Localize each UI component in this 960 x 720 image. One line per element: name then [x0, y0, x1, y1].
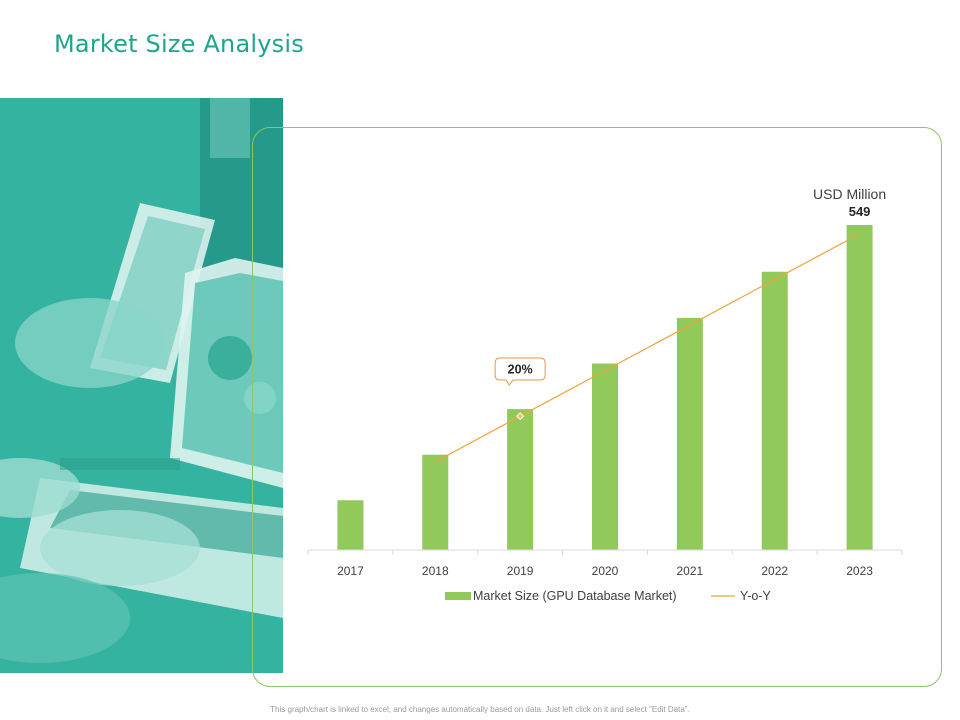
unit-label: USD Million: [813, 186, 886, 202]
legend-label-market-size: Market Size (GPU Database Market): [473, 589, 677, 603]
bar-2018: [422, 454, 449, 550]
bar-2017: [337, 500, 364, 550]
yoy-callout-text: 20%: [508, 363, 533, 377]
chart-frame: [252, 127, 942, 687]
x-tick-label: 2023: [846, 564, 873, 578]
laptop-tablet-photo: [0, 98, 283, 673]
yoy-point-marker: [516, 412, 525, 421]
x-tick-label: 2018: [422, 564, 449, 578]
chart-legend: Market Size (GPU Database Market) Y-o-Y: [445, 589, 771, 603]
bar-2022: [761, 271, 788, 550]
bar-2021: [676, 317, 703, 550]
background-photo: [0, 98, 283, 673]
x-tick-label: 2020: [592, 564, 619, 578]
yoy-callout: 20%: [494, 357, 546, 386]
bar-2023: [846, 225, 873, 550]
x-tick-label: 2021: [677, 564, 704, 578]
x-tick-label: 2019: [507, 564, 534, 578]
page-title: Market Size Analysis: [54, 30, 304, 58]
legend-label-yoy: Y-o-Y: [740, 589, 771, 603]
bar-2019: [507, 409, 534, 550]
x-tick-label: 2017: [337, 564, 364, 578]
bar-2020: [592, 363, 618, 550]
market-size-chart: 2017 2018 2019 2020 2021 2022 2023 USD Million…: [307, 186, 903, 603]
data-label-2023: 549: [849, 204, 871, 219]
x-tick-label: 2022: [761, 564, 788, 578]
footnote: This graph/chart is linked to excel, and…: [270, 705, 690, 714]
yoy-series-line: [435, 233, 860, 463]
legend-swatch-market-size: [445, 592, 471, 600]
